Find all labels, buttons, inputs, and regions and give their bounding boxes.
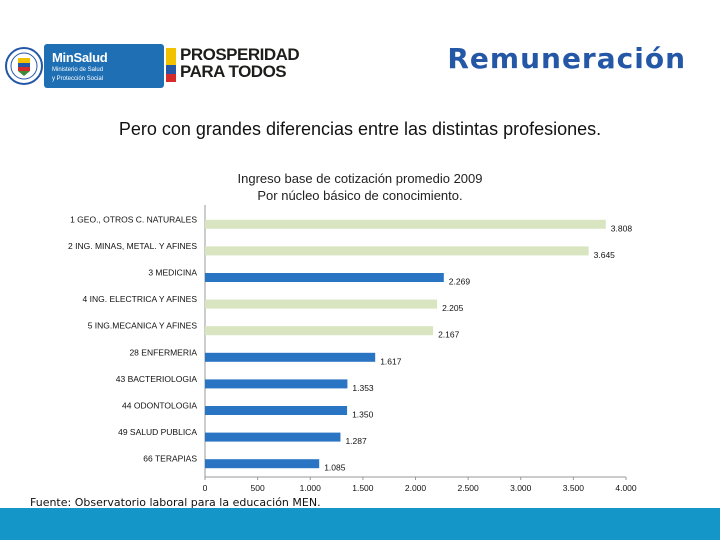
value-label: 1.617 bbox=[380, 356, 402, 366]
bar bbox=[205, 326, 434, 336]
category-label: 28 ENFERMERIA bbox=[129, 347, 197, 357]
chart-title: Ingreso base de cotización promedio 2009… bbox=[200, 170, 520, 204]
bar bbox=[205, 406, 348, 415]
prosperidad-line-1: PROSPERIDAD bbox=[180, 45, 300, 64]
prosperidad-text: PROSPERIDAD PARA TODOS bbox=[180, 45, 300, 81]
bar bbox=[205, 219, 606, 229]
value-label: 1.085 bbox=[324, 463, 346, 473]
bar bbox=[205, 299, 438, 309]
value-label: 3.808 bbox=[611, 223, 633, 233]
page-title: Remuneración bbox=[447, 42, 686, 75]
minsalud-title: MinSalud bbox=[52, 50, 108, 65]
x-tick-label: 3.000 bbox=[510, 483, 532, 493]
colombia-seal-icon bbox=[5, 47, 43, 85]
prosperidad-logo: PROSPERIDAD PARA TODOS bbox=[166, 46, 306, 86]
category-label: 66 TERAPIAS bbox=[143, 454, 197, 464]
category-label: 2 ING. MINAS, METAL. Y AFINES bbox=[68, 241, 197, 251]
chart-title-line-2: Por núcleo básico de conocimiento. bbox=[257, 188, 463, 203]
category-label: 44 ODONTOLOGIA bbox=[122, 401, 197, 411]
bar-chart: 1 GEO., OTROS C. NATURALES 3.808 2 ING. MI… bbox=[68, 205, 637, 510]
colombia-flag-icon bbox=[166, 48, 176, 82]
value-label: 1.353 bbox=[352, 383, 374, 393]
category-label: 3 MEDICINA bbox=[148, 268, 197, 278]
value-label: 2.205 bbox=[442, 303, 464, 313]
slide-subtitle: Pero con grandes diferencias entre las d… bbox=[118, 119, 602, 139]
bar bbox=[205, 246, 589, 256]
prosperidad-line-2: PARA TODOS bbox=[180, 62, 287, 81]
category-label: 4 ING. ELECTRICA Y AFINES bbox=[83, 294, 198, 304]
bar bbox=[205, 432, 341, 442]
minsalud-subtitle-1: Ministerio de Salud bbox=[52, 67, 104, 73]
footer-bar bbox=[0, 508, 720, 540]
category-label: 49 SALUD PUBLICA bbox=[118, 427, 197, 437]
value-label: 2.269 bbox=[449, 277, 471, 287]
bar bbox=[205, 273, 444, 282]
x-tick-label: 0 bbox=[203, 483, 208, 493]
value-label: 1.350 bbox=[352, 410, 374, 420]
x-tick-label: 2.000 bbox=[405, 483, 427, 493]
x-tick-label: 3.500 bbox=[563, 483, 585, 493]
category-label: 1 GEO., OTROS C. NATURALES bbox=[70, 214, 197, 224]
minsalud-logo: MinSalud Ministerio de Salud y Protecció… bbox=[44, 44, 164, 88]
source-note: Fuente: Observatorio laboral para la edu… bbox=[30, 496, 321, 509]
x-tick-label: 1.000 bbox=[300, 483, 322, 493]
category-label: 43 BACTERIOLOGIA bbox=[116, 374, 198, 384]
bar bbox=[205, 379, 348, 389]
x-tick-label: 2.500 bbox=[457, 483, 479, 493]
minsalud-subtitle-2: y Protección Social bbox=[52, 76, 104, 82]
value-label: 3.645 bbox=[594, 250, 616, 260]
category-label: 5 ING.MECANICA Y AFINES bbox=[88, 321, 198, 331]
chart-title-line-1: Ingreso base de cotización promedio 2009 bbox=[237, 171, 483, 186]
x-tick-label: 4.000 bbox=[615, 483, 637, 493]
bar bbox=[205, 352, 376, 362]
x-tick-label: 1.500 bbox=[352, 483, 374, 493]
value-label: 1.287 bbox=[345, 436, 367, 446]
x-tick-label: 500 bbox=[251, 483, 265, 493]
value-label: 2.167 bbox=[438, 330, 460, 340]
header: MinSalud Ministerio de Salud y Protecció… bbox=[0, 0, 720, 100]
bar bbox=[205, 459, 320, 469]
